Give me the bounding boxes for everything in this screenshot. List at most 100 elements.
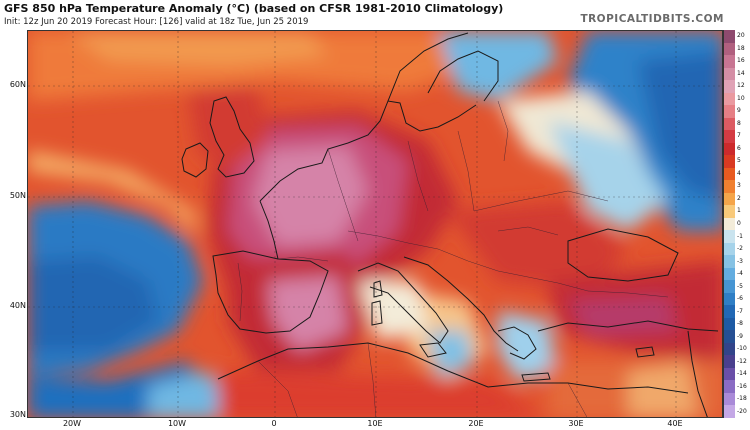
coast-ireland [181, 142, 209, 178]
colorbar-label: -6 [737, 295, 743, 303]
colorbar-swatch [724, 280, 735, 294]
colorbar-swatch [724, 205, 735, 219]
colorbar-label: -1 [737, 232, 743, 240]
colorbar-swatch [724, 192, 735, 206]
colorbar-label: -12 [737, 357, 747, 365]
colorbar-swatch [724, 55, 735, 69]
lon-label-40e: 40E [667, 419, 683, 428]
field-atlantic-core [28, 256, 158, 351]
lon-label-10e: 10E [367, 419, 383, 428]
colorbar-label: 6 [737, 144, 741, 152]
lon-label-20e: 20E [468, 419, 484, 428]
colorbar-label: 2 [737, 194, 741, 202]
anomaly-fields [28, 31, 722, 417]
colorbar-label: -20 [737, 407, 747, 415]
coast-britain [209, 96, 255, 178]
colorbar-label: -16 [737, 382, 747, 390]
colorbar-swatch [724, 242, 735, 256]
colorbar-swatch [724, 167, 735, 181]
colorbar-label: 7 [737, 132, 741, 140]
coast-turkey-south [537, 320, 719, 332]
colorbar-swatch [724, 130, 735, 144]
colorbar-swatch [724, 117, 735, 131]
field-russia-light [548, 121, 668, 231]
coast-corsica [373, 280, 383, 298]
coast-sicily [419, 342, 447, 358]
border-spain-portugal [237, 262, 243, 322]
coast-levant [687, 330, 708, 417]
colorbar-swatch [724, 267, 735, 281]
border-romania [497, 226, 559, 236]
colorbar-label: 16 [737, 57, 745, 65]
colorbar-label: 20 [737, 32, 745, 40]
colorbar-label: 18 [737, 44, 745, 52]
colorbar-swatch [724, 292, 735, 306]
lat-label-50n: 50N [9, 191, 26, 200]
border-balkans [437, 248, 559, 284]
lat-label-30n: 30N [9, 410, 26, 419]
border-turkey [557, 282, 669, 298]
graticule [28, 31, 722, 417]
colorbar-swatch [724, 367, 735, 381]
border-poland-east [457, 130, 475, 212]
colorbar-swatch [724, 330, 735, 344]
coast-france [259, 142, 349, 202]
colorbar-legend: 20 18 16 14 12 10 9 8 7 6 5 4 3 2 1 0 -1 -2 -3 -4 -5 -6 -7 -8 -9… [723, 30, 750, 419]
colorbar-label: -2 [737, 245, 743, 253]
colorbar-label: -5 [737, 282, 743, 290]
field-atlantic-edge [28, 151, 198, 236]
border-libya-egypt [567, 382, 588, 417]
colorbar-label: -4 [737, 270, 743, 278]
colorbar-swatch [724, 80, 735, 94]
coast-crete [521, 372, 551, 382]
lon-label-30e: 30E [568, 419, 584, 428]
border-france-germany [327, 148, 359, 242]
colorbar-swatch [724, 355, 735, 369]
border-baltic-states [497, 100, 509, 162]
colorbar-swatch [724, 105, 735, 119]
lat-label-60n: 60N [9, 80, 26, 89]
lon-label-0: 0 [271, 419, 277, 428]
colorbar-label: 14 [737, 69, 745, 77]
colorbar-label: 5 [737, 157, 741, 165]
lon-label-10w: 10W [167, 419, 187, 428]
colorbar-swatch [724, 392, 735, 406]
colorbar-label: -8 [737, 320, 743, 328]
colorbar-swatch [724, 42, 735, 56]
anomaly-map [27, 30, 723, 418]
borders [237, 100, 669, 417]
field-iberia-extreme [268, 276, 348, 351]
coast-north-sea [347, 100, 477, 144]
colorbar-label: -3 [737, 257, 743, 265]
field-north-africa [218, 371, 545, 417]
colorbar-swatch [724, 317, 735, 331]
coast-biscay [259, 200, 279, 260]
colorbar-swatch [724, 155, 735, 169]
brand-watermark: TROPICALTIDBITS.COM [580, 13, 724, 25]
colorbar-label: -18 [737, 395, 747, 403]
colorbar-swatch [724, 142, 735, 156]
colorbar-label: 9 [737, 107, 741, 115]
lat-label-40n: 40N [9, 301, 26, 310]
colorbar-label: -14 [737, 370, 747, 378]
colorbar-swatch [724, 342, 735, 356]
field-northeast-core [638, 51, 722, 201]
field-north-light [68, 31, 328, 66]
coast-greece [497, 326, 537, 360]
colorbar-swatch [724, 30, 735, 44]
colorbar-swatch [724, 217, 735, 231]
colorbar-swatch [724, 92, 735, 106]
coast-sardinia [371, 300, 383, 326]
colorbar-label: 12 [737, 82, 745, 90]
field-ionian-light [358, 281, 428, 341]
colorbar-label: 0 [737, 220, 741, 227]
coast-italy [357, 262, 449, 344]
border-alps [347, 230, 439, 250]
border-germany-poland [407, 140, 429, 212]
colorbar-label: 8 [737, 119, 741, 127]
colorbar-swatch [724, 255, 735, 269]
colorbar-label: -9 [737, 332, 743, 340]
coast-iberia [212, 250, 329, 334]
coast-cyprus [635, 346, 655, 358]
coast-black-sea [567, 228, 679, 282]
